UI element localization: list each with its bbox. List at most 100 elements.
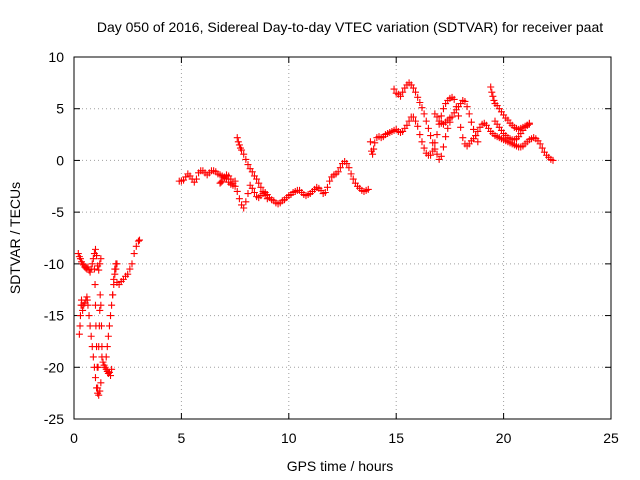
grid (74, 57, 611, 419)
data-point (242, 155, 250, 163)
data-point (439, 105, 447, 113)
data-point (94, 363, 102, 371)
data-point (242, 198, 250, 206)
data-point (487, 83, 495, 91)
data-point (463, 103, 471, 111)
axis-ticks: 0 5 10 15 20 25 -25 -20 -15 -10 -5 0 5 10 (44, 49, 619, 446)
data-point (414, 122, 422, 130)
data-point (461, 97, 469, 105)
data-point (76, 255, 84, 263)
data-point (102, 353, 110, 361)
data-point (91, 245, 99, 253)
data-point (257, 183, 265, 191)
data-point (74, 250, 82, 258)
data-point (343, 160, 351, 168)
data-point (467, 118, 475, 126)
x-tick-label: 10 (281, 430, 297, 446)
data-point (424, 124, 432, 132)
x-tick-label: 0 (70, 430, 78, 446)
data-point (87, 332, 95, 340)
data-point (345, 164, 353, 172)
data-point (130, 250, 138, 258)
data-point (96, 291, 104, 299)
y-tick-label: -10 (44, 256, 64, 272)
data-point (364, 185, 372, 193)
data-point (124, 270, 132, 278)
data-point (409, 113, 417, 121)
data-point (433, 150, 441, 158)
data-point (399, 88, 407, 96)
data-point (474, 127, 482, 135)
data-point (88, 260, 96, 268)
data-point (336, 164, 344, 172)
data-point (444, 124, 452, 132)
y-tick-label: 0 (56, 152, 64, 168)
data-point (90, 265, 98, 273)
data-point (446, 114, 454, 122)
data-point (97, 379, 105, 387)
y-tick-label: 10 (48, 49, 64, 65)
y-axis-label: SDTVAR / TECUs (7, 182, 23, 294)
y-tick-label: -20 (44, 359, 64, 375)
data-point (472, 132, 480, 140)
data-point (110, 281, 118, 289)
data-point (235, 141, 243, 149)
data-point (76, 312, 84, 320)
data-point (457, 123, 465, 131)
data-point (244, 161, 252, 169)
plot-frame (73, 56, 612, 420)
data-point (96, 306, 104, 314)
data-point (85, 312, 93, 320)
data-point (76, 322, 84, 330)
data-point (538, 144, 546, 152)
data-point (97, 255, 105, 263)
data-point (99, 358, 107, 366)
data-point (105, 322, 113, 330)
data-point (474, 138, 482, 146)
data-point (83, 296, 91, 304)
data-point (253, 175, 261, 183)
data-point (323, 183, 331, 191)
data-point (107, 372, 115, 380)
data-point (366, 138, 374, 146)
data-point (126, 265, 134, 273)
data-point (429, 139, 437, 147)
data-point (86, 268, 94, 276)
chart-title: Day 050 of 2016, Sidereal Day-to-day VTE… (97, 19, 603, 35)
data-point (414, 93, 422, 101)
x-tick-label: 15 (388, 430, 404, 446)
data-point (536, 140, 544, 148)
data-point (470, 125, 478, 133)
data-point (104, 332, 112, 340)
data-point (549, 156, 557, 164)
data-point (418, 138, 426, 146)
data-point (128, 260, 136, 268)
data-point (416, 131, 424, 139)
data-point (347, 170, 355, 178)
data-point (437, 112, 445, 120)
data-point (244, 190, 252, 198)
data-point (248, 168, 256, 176)
data-point (227, 175, 235, 183)
data-point (420, 110, 428, 118)
data-point (442, 133, 450, 141)
data-point (490, 96, 498, 104)
data-point (217, 178, 225, 186)
data-point (95, 391, 103, 399)
data-point (233, 187, 241, 195)
data-point (248, 184, 256, 192)
data-point (255, 179, 263, 187)
data-point (433, 131, 441, 139)
data-point (235, 195, 243, 203)
data-point (134, 237, 142, 245)
data-points (74, 79, 557, 399)
data-point (416, 99, 424, 107)
data-point (422, 117, 430, 125)
data-point (96, 260, 104, 268)
x-axis-label: GPS time / hours (287, 458, 394, 474)
data-point (109, 291, 117, 299)
data-point (321, 188, 329, 196)
data-point (465, 110, 473, 118)
data-point (412, 117, 420, 125)
data-point (418, 104, 426, 112)
